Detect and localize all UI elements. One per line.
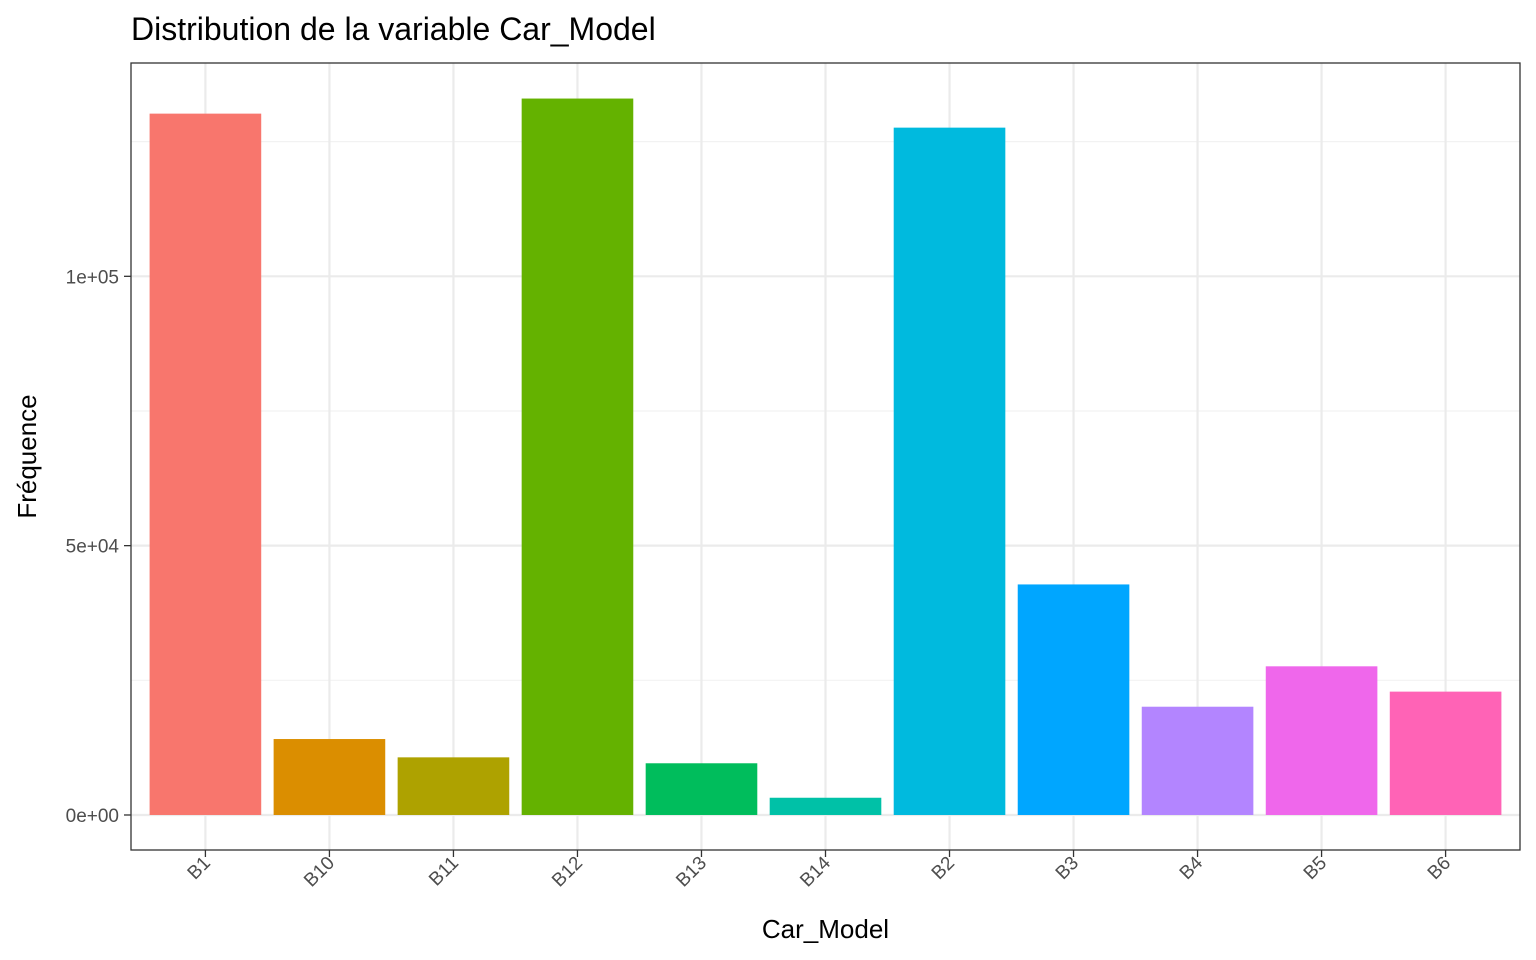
x-tick-label: B13 xyxy=(672,853,711,892)
y-axis-title: Fréquence xyxy=(12,394,42,518)
y-axis: 0e+00 5e+04 1e+05 xyxy=(66,267,131,827)
x-tick-label: B10 xyxy=(300,853,339,892)
x-tick-label: B11 xyxy=(425,853,463,891)
x-tick-label: B2 xyxy=(928,853,959,884)
x-tick-label: B6 xyxy=(1424,853,1455,884)
bar-b13 xyxy=(645,763,758,815)
bar-b12 xyxy=(521,98,634,815)
bar-b10 xyxy=(273,739,386,815)
bar-b2 xyxy=(893,127,1006,815)
x-tick-label: B1 xyxy=(184,853,215,884)
bar-b4 xyxy=(1141,706,1254,815)
x-tick-label: B3 xyxy=(1052,853,1083,884)
bar-b5 xyxy=(1265,666,1378,815)
x-tick-label: B12 xyxy=(548,853,587,892)
x-tick-label: B5 xyxy=(1300,853,1331,884)
y-tick-label: 0e+00 xyxy=(66,806,119,827)
chart-title: Distribution de la variable Car_Model xyxy=(131,11,656,47)
bar-b6 xyxy=(1389,691,1502,815)
y-tick-label: 5e+04 xyxy=(66,537,120,558)
bar-b11 xyxy=(397,757,510,815)
x-tick-label: B4 xyxy=(1176,852,1208,884)
x-axis-title: Car_Model xyxy=(762,914,889,944)
bars xyxy=(149,98,1502,815)
x-axis: B1 B10 B11 B12 B13 B14 B2 B3 B4 B5 B6 xyxy=(184,850,1455,891)
bar-b1 xyxy=(149,113,262,815)
bar-b3 xyxy=(1017,584,1130,815)
y-tick-label: 1e+05 xyxy=(66,267,119,288)
bar-b14 xyxy=(769,797,882,815)
x-tick-label: B14 xyxy=(796,852,835,891)
